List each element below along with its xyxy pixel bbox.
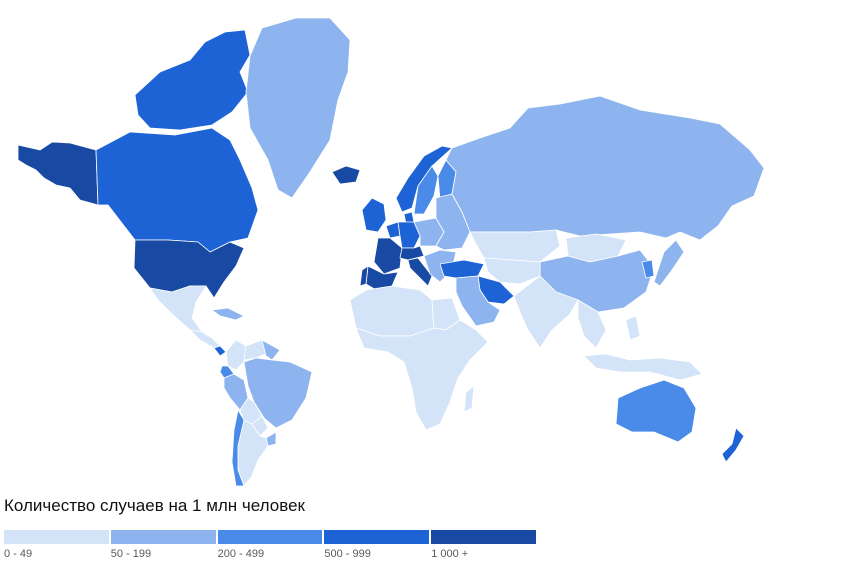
- region-switzerland-austria[interactable]: [399, 245, 425, 261]
- region-central-asia[interactable]: [483, 257, 541, 285]
- region-iceland[interactable]: [331, 165, 361, 185]
- region-middle-east[interactable]: [455, 275, 501, 327]
- region-south-asia[interactable]: [513, 275, 579, 349]
- region-canada[interactable]: [95, 127, 259, 253]
- legend-swatch-500-999[interactable]: [324, 530, 430, 544]
- region-sweden[interactable]: [413, 165, 439, 215]
- region-new-zealand[interactable]: [721, 427, 745, 463]
- region-canada-arctic-islands[interactable]: [134, 29, 251, 131]
- region-uk-ireland[interactable]: [361, 197, 387, 233]
- region-italy[interactable]: [407, 257, 433, 287]
- legend-labels: 0 - 49 50 - 199 200 - 499 500 - 999 1 00…: [4, 548, 536, 560]
- legend-label-50-199: 50 - 199: [110, 548, 152, 560]
- legend-swatch-200-499[interactable]: [217, 530, 323, 544]
- region-korea[interactable]: [641, 259, 655, 279]
- region-mexico[interactable]: [149, 285, 207, 333]
- region-benelux[interactable]: [385, 221, 401, 239]
- region-panama[interactable]: [213, 345, 227, 357]
- region-australia[interactable]: [615, 379, 697, 443]
- legend-label-200-499: 200 - 499: [217, 548, 265, 560]
- region-indonesia[interactable]: [583, 353, 703, 381]
- region-guianas[interactable]: [261, 339, 281, 361]
- region-kazakhstan[interactable]: [469, 229, 561, 263]
- region-north-africa[interactable]: [349, 285, 435, 337]
- region-greenland[interactable]: [245, 17, 351, 199]
- region-alaska[interactable]: [17, 141, 99, 206]
- legend-label-1000-plus: 1 000 +: [431, 548, 469, 560]
- region-norway[interactable]: [395, 145, 453, 213]
- region-turkey[interactable]: [439, 259, 485, 279]
- region-philippines[interactable]: [625, 315, 641, 341]
- legend-label-0-49: 0 - 49: [4, 548, 33, 560]
- region-madagascar[interactable]: [463, 385, 475, 413]
- region-france[interactable]: [373, 237, 403, 275]
- region-caribbean[interactable]: [211, 307, 245, 321]
- legend-label-500-999: 500 - 999: [324, 548, 371, 560]
- region-chile[interactable]: [231, 409, 245, 487]
- legend-swatch-1000-plus[interactable]: [431, 530, 536, 544]
- region-southeast-asia[interactable]: [577, 299, 607, 349]
- region-russia[interactable]: [445, 95, 765, 241]
- region-central-america[interactable]: [189, 329, 221, 349]
- legend-color-scale: [4, 530, 536, 544]
- region-portugal[interactable]: [359, 265, 369, 287]
- region-sub-saharan-africa[interactable]: [355, 319, 489, 431]
- legend-swatch-0-49[interactable]: [4, 530, 109, 544]
- legend-title: Количество случаев на 1 млн человек: [4, 496, 305, 515]
- world-choropleth-map: [17, 17, 765, 487]
- region-brazil[interactable]: [243, 357, 313, 429]
- region-japan[interactable]: [653, 239, 685, 287]
- legend-swatch-50-199[interactable]: [110, 530, 216, 544]
- region-colombia[interactable]: [225, 339, 247, 371]
